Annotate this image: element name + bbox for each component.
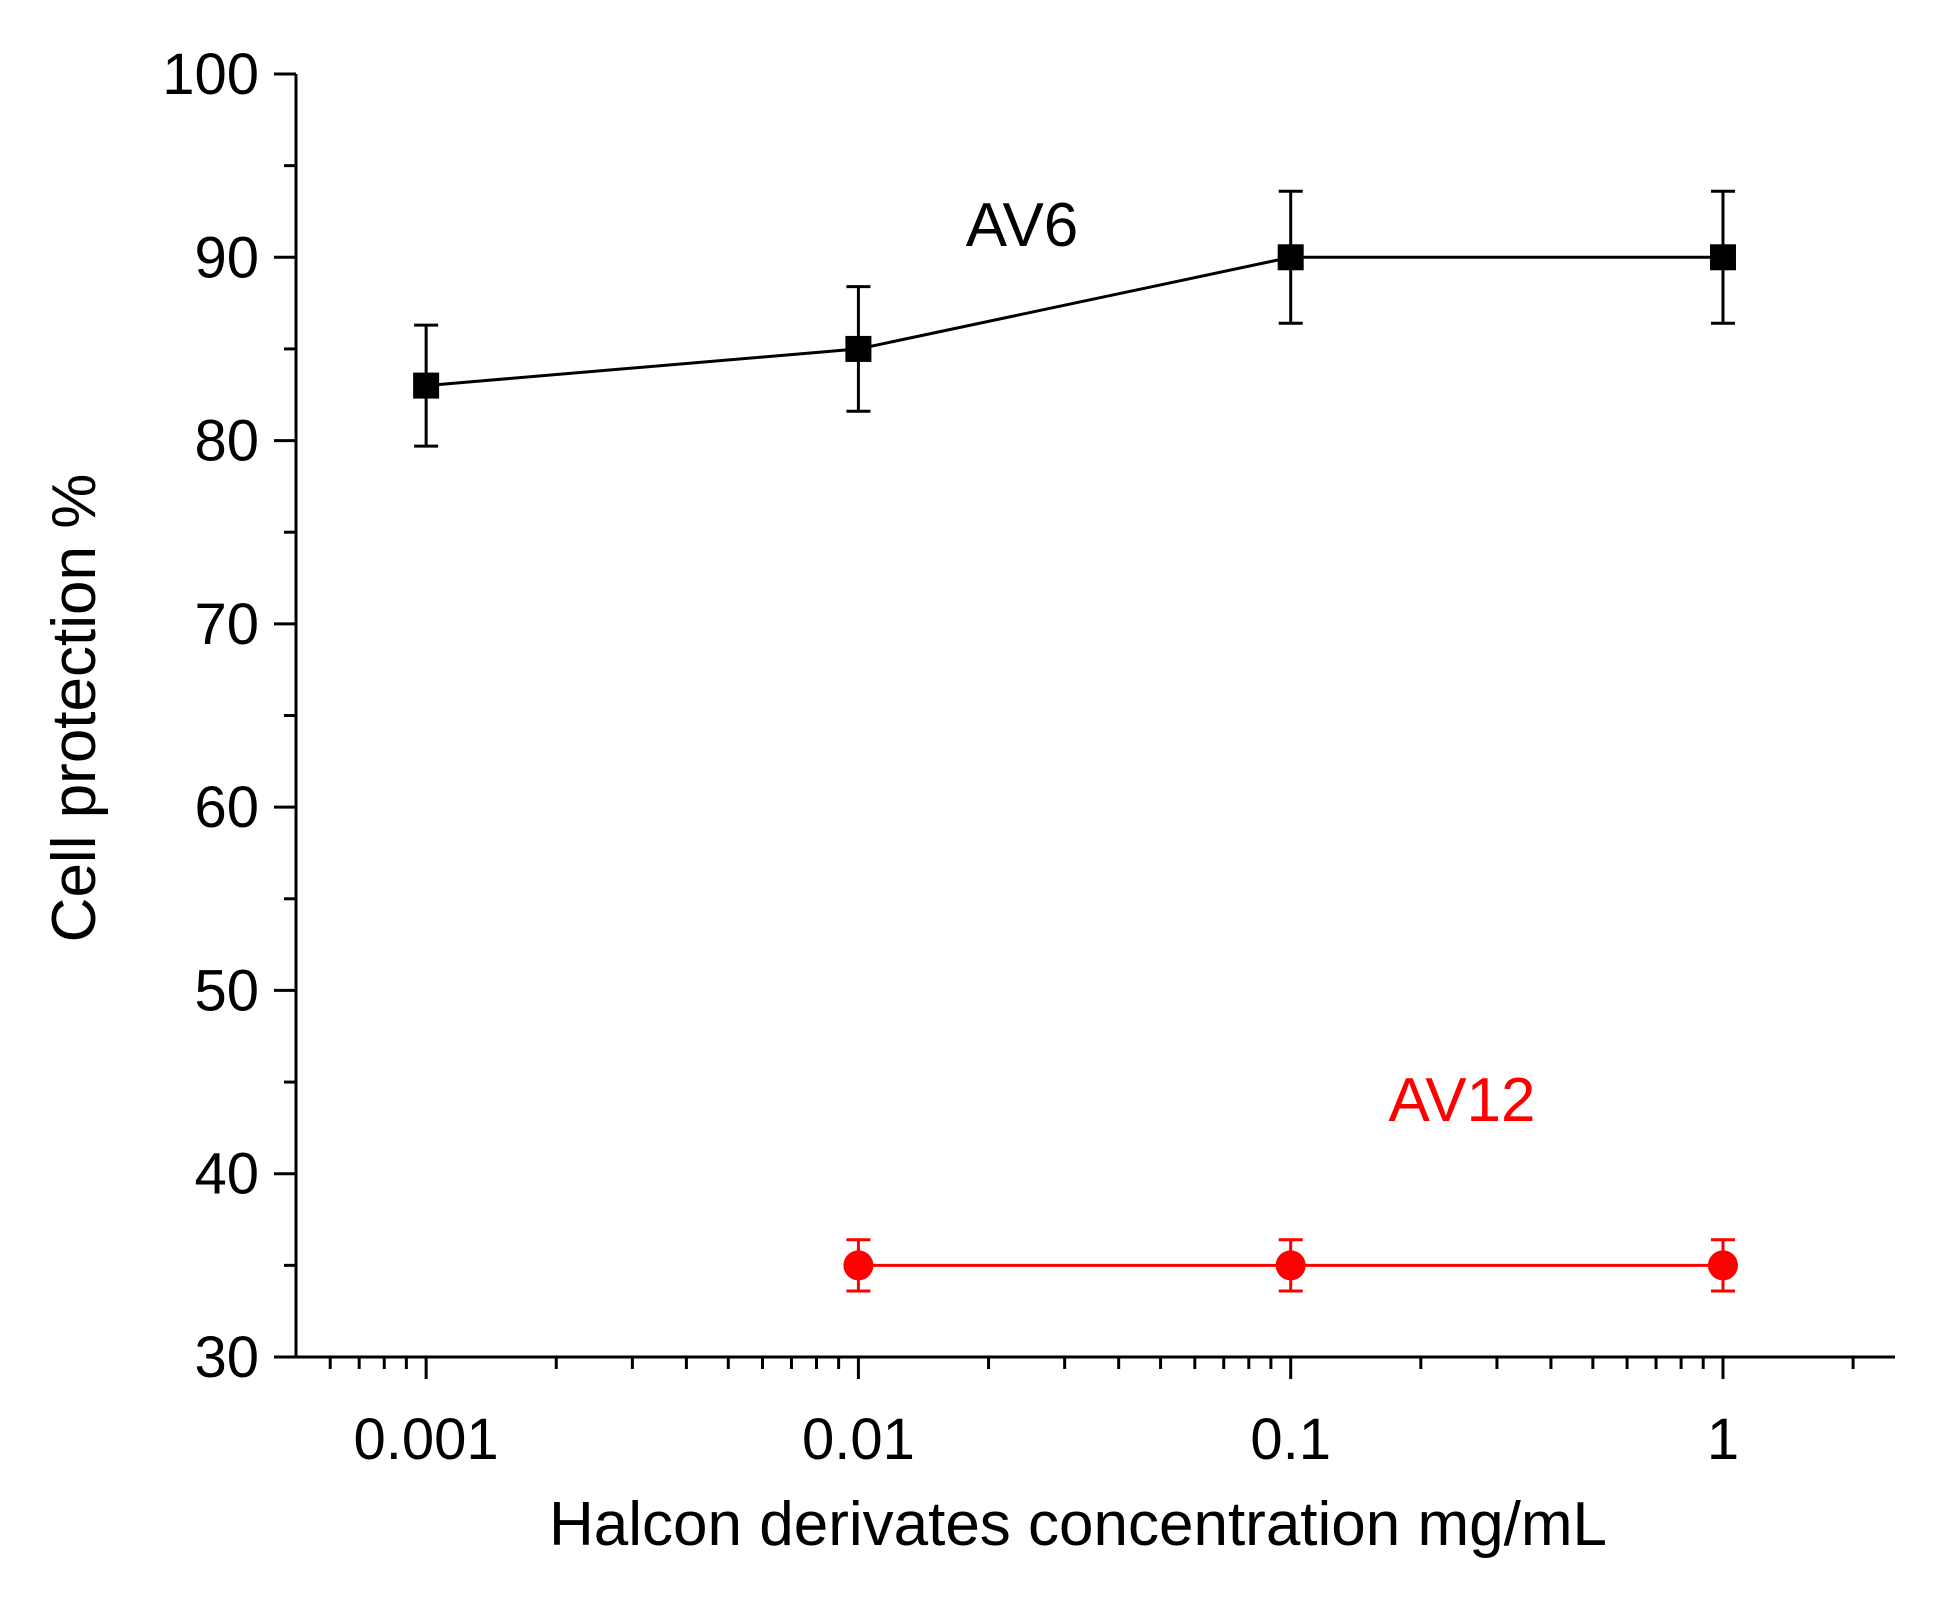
y-tick-label: 40 [194,1142,259,1207]
data-point [413,372,440,399]
data-point [1709,244,1736,271]
x-tick-label: 0.001 [354,1407,499,1472]
x-tick-label: 0.1 [1250,1407,1331,1472]
y-tick-label: 50 [194,958,259,1023]
y-tick-label: 70 [194,592,259,657]
y-tick-label: 30 [194,1325,259,1390]
series-label-av6: AV6 [966,191,1079,260]
data-point [1275,1250,1306,1281]
y-axis-title: Cell protection % [40,474,109,943]
series-av12 [843,1238,1738,1293]
axes [294,74,1895,1359]
data-point [1707,1250,1738,1281]
ticks: 30 40 50 60 70 80 90 100 0.001 0.01 0.1 1 [162,42,1855,1472]
y-tick-label: 100 [162,42,259,107]
data-point [1277,244,1304,271]
series-label-av12: AV12 [1388,1066,1535,1135]
data-point [845,335,872,362]
y-tick-label: 80 [194,409,259,474]
series-av6 [413,189,1736,448]
y-tick-label: 90 [194,225,259,290]
x-axis-title: Halcon derivates concentration mg/mL [549,1490,1607,1559]
y-tick-label: 60 [194,775,259,840]
series-layer [413,189,1738,1293]
x-tick-label: 1 [1707,1407,1739,1472]
data-point [843,1250,874,1281]
series-line [426,255,1723,388]
x-tick-label: 0.01 [802,1407,915,1472]
